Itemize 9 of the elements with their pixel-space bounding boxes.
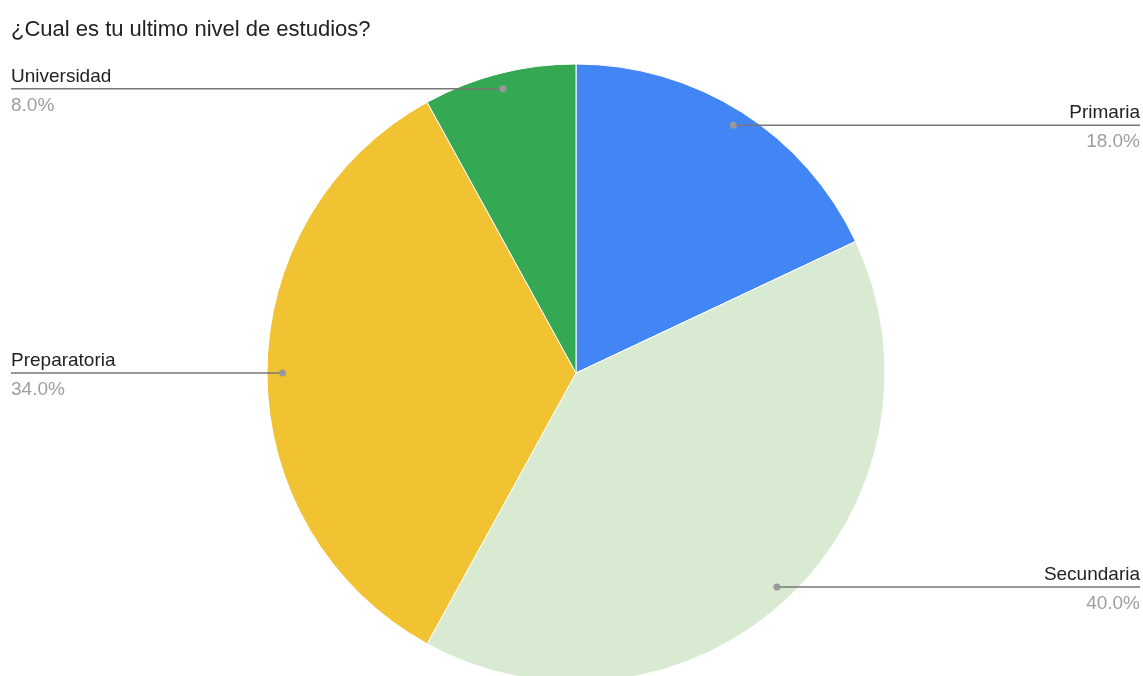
slice-label: Primaria — [1069, 101, 1141, 123]
data-label: 8.0% — [11, 93, 55, 115]
chart-title: ¿Cual es tu ultimo nivel de estudios? — [11, 16, 371, 41]
data-label: 40.0% — [1086, 591, 1141, 613]
slice-label: Universidad — [11, 64, 112, 86]
data-label: 18.0% — [1086, 130, 1141, 152]
slice-label: Preparatoria — [11, 349, 116, 370]
data-label: 34.0% — [11, 378, 65, 399]
slice-label: Secundaria — [1043, 562, 1141, 584]
